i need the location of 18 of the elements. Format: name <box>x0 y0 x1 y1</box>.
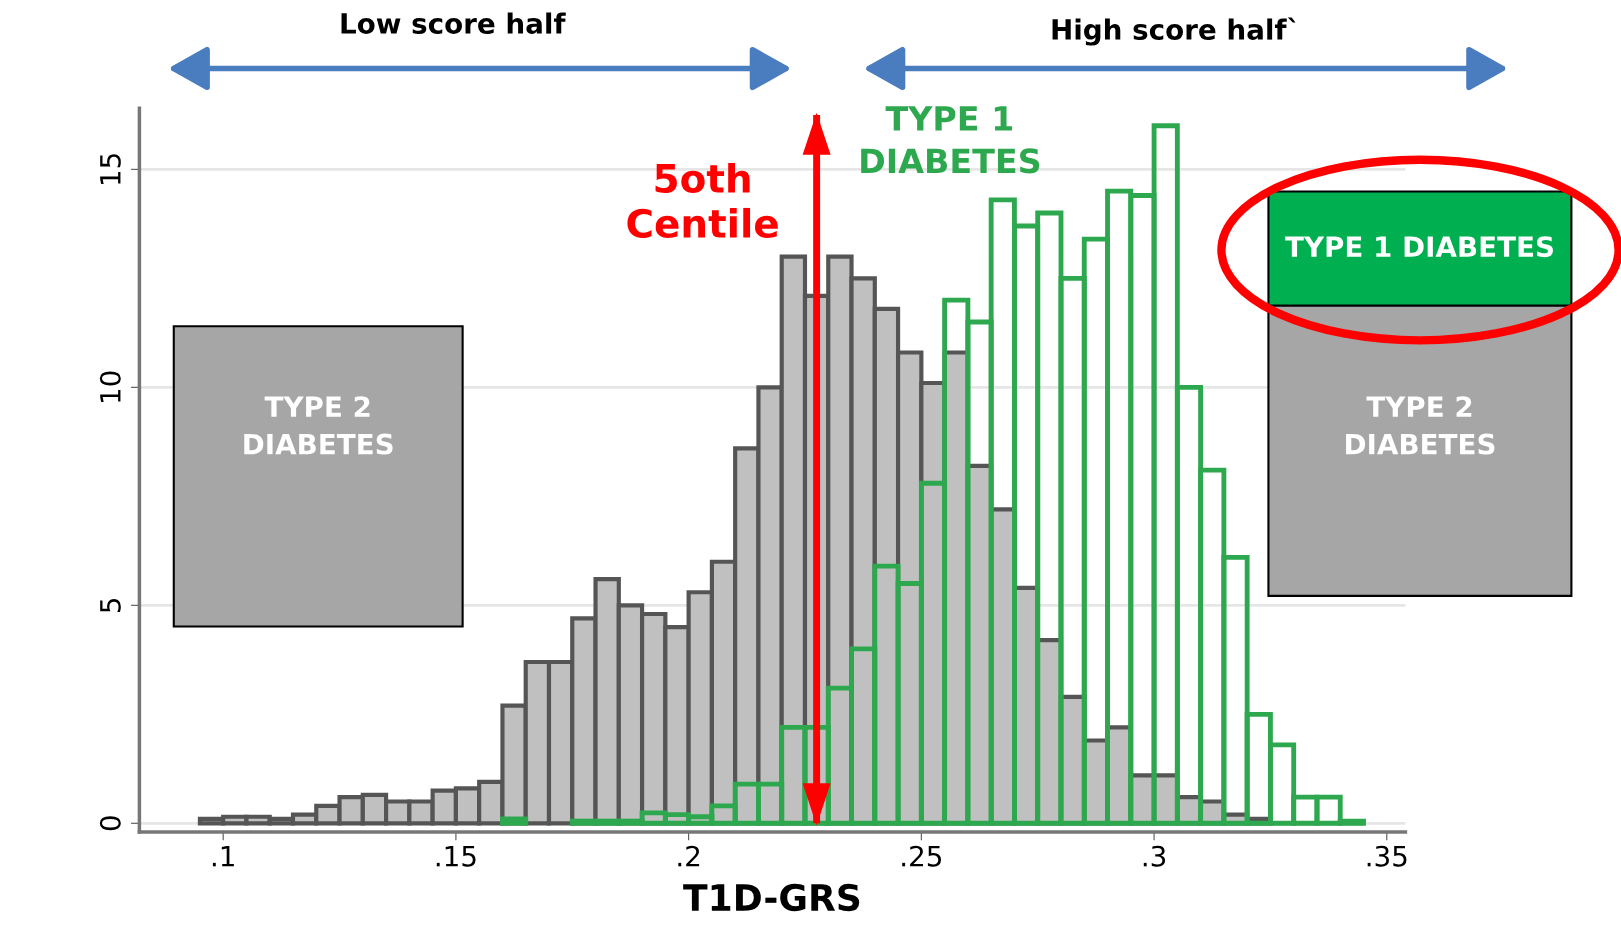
text: High score half` <box>1052 17 1296 46</box>
y-tick-label: 5 <box>100 598 121 613</box>
x-tick-label: .2 <box>678 845 700 867</box>
series-label: TYPE 1 DIABETES <box>861 106 1040 174</box>
annotation: TYPE 1 DIABETES <box>1285 236 1553 258</box>
x-tick-label: .25 <box>902 845 942 867</box>
y-tick-label: 10 <box>99 371 121 402</box>
annotation: TYPE 2 DIABETES <box>244 396 393 455</box>
annotation: TYPE 2 DIABETES <box>1346 396 1495 455</box>
y-tick-label: 15 <box>100 154 121 184</box>
x-axis-title: T1D-GRS <box>683 883 860 912</box>
x-tick-label: .3 <box>1143 845 1166 867</box>
y-tick-label: 0 <box>99 816 121 831</box>
x-tick-label: .15 <box>436 846 476 867</box>
text: Low score half <box>341 12 566 34</box>
x-tick-label: .1 <box>212 846 234 867</box>
x-tick-label: .35 <box>1367 845 1407 867</box>
ref-line-label: 5oth Centile <box>627 162 778 239</box>
